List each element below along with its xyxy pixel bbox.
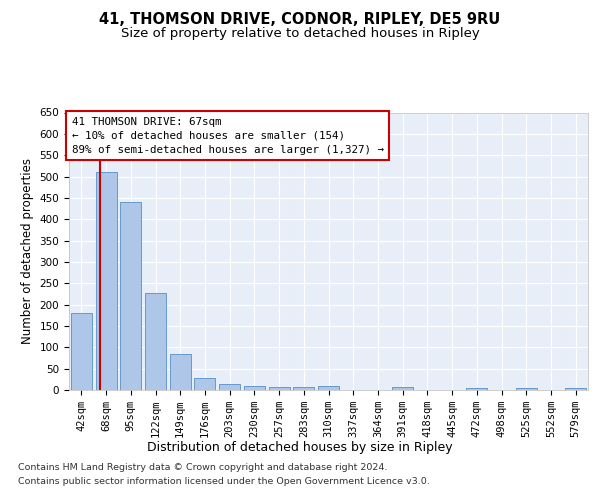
Bar — [95, 172, 116, 390]
Bar — [219, 384, 240, 390]
Text: Contains HM Land Registry data © Crown copyright and database right 2024.: Contains HM Land Registry data © Crown c… — [18, 464, 388, 472]
Bar — [318, 386, 339, 390]
Bar — [392, 387, 413, 390]
Bar — [293, 387, 314, 390]
Text: Contains public sector information licensed under the Open Government Licence v3: Contains public sector information licen… — [18, 477, 430, 486]
Bar — [71, 313, 92, 390]
Bar — [516, 388, 537, 390]
Text: Distribution of detached houses by size in Ripley: Distribution of detached houses by size … — [147, 441, 453, 454]
Bar — [194, 378, 215, 390]
Text: Size of property relative to detached houses in Ripley: Size of property relative to detached ho… — [121, 28, 479, 40]
Y-axis label: Number of detached properties: Number of detached properties — [21, 158, 34, 344]
Text: 41 THOMSON DRIVE: 67sqm
← 10% of detached houses are smaller (154)
89% of semi-d: 41 THOMSON DRIVE: 67sqm ← 10% of detache… — [71, 116, 383, 154]
Bar — [120, 202, 141, 390]
Bar — [269, 387, 290, 390]
Text: 41, THOMSON DRIVE, CODNOR, RIPLEY, DE5 9RU: 41, THOMSON DRIVE, CODNOR, RIPLEY, DE5 9… — [100, 12, 500, 28]
Bar — [466, 388, 487, 390]
Bar — [170, 354, 191, 390]
Bar — [145, 292, 166, 390]
Bar — [565, 388, 586, 390]
Bar — [244, 386, 265, 390]
